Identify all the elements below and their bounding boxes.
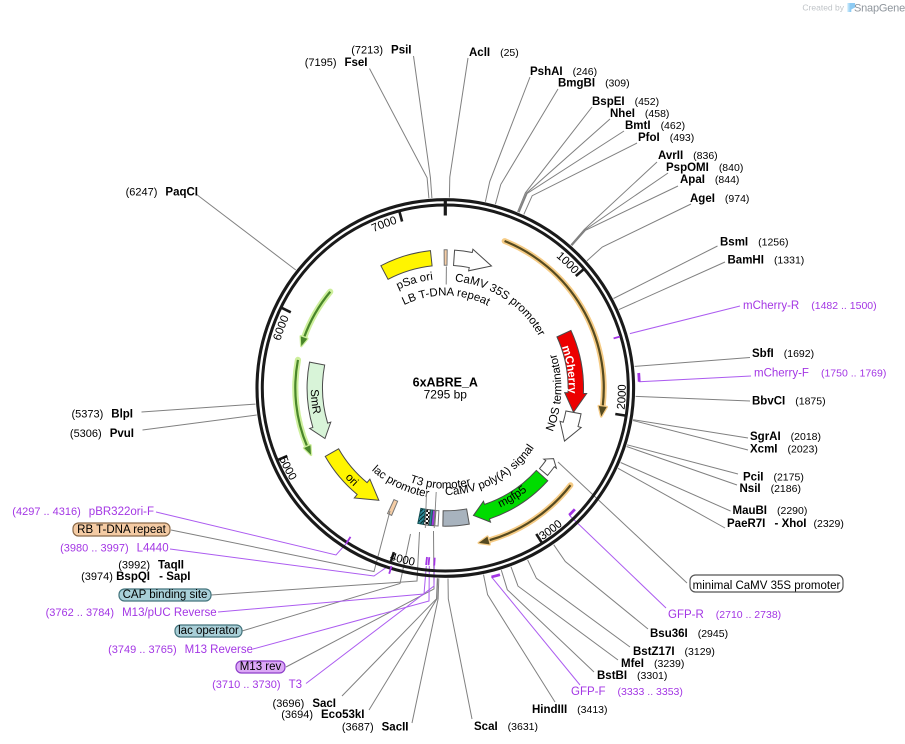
svg-text:BamHI(1331): BamHI (1331) <box>728 255 805 267</box>
svg-text:(3974) BspQI - SapI: (3974) BspQI - SapI <box>81 571 190 583</box>
svg-text:BspEI(452): BspEI (452) <box>592 96 659 108</box>
svg-text:NsiI(2186): NsiI (2186) <box>740 483 801 495</box>
svg-text:NheI(458): NheI (458) <box>610 108 669 120</box>
svg-text:PaeR7I - XhoI(2329): PaeR7I - XhoI (2329) <box>727 518 844 530</box>
svg-text:(3992)TaqII: (3992) TaqII <box>118 560 184 572</box>
svg-text:MauBI(2290): MauBI (2290) <box>733 505 808 517</box>
svg-text:2000: 2000 <box>616 384 629 410</box>
svg-text:mCherry-F(1750 .. 1769): mCherry-F (1750 .. 1769) <box>754 368 886 380</box>
svg-text:GFP-F(3333 .. 3353): GFP-F (3333 .. 3353) <box>571 686 683 698</box>
svg-text:(5306)PvuI: (5306) PvuI <box>70 428 134 440</box>
svg-text:(4297 .. 4316)pBR322ori-F: (4297 .. 4316) pBR322ori-F <box>12 506 154 518</box>
svg-text:(3749 .. 3765)M13 Reverse: (3749 .. 3765) M13 Reverse <box>108 644 253 656</box>
svg-text:6xABRE_A: 6xABRE_A <box>413 376 478 390</box>
svg-text:Created by: Created by <box>802 3 844 13</box>
svg-text:mCherry-R(1482 .. 1500): mCherry-R (1482 .. 1500) <box>743 300 877 312</box>
svg-text:(3710 .. 3730)T3: (3710 .. 3730) T3 <box>212 679 302 691</box>
svg-text:LB T-DNA repeat: LB T-DNA repeat <box>400 286 492 308</box>
svg-text:Bsu36I(2945): Bsu36I (2945) <box>650 628 728 640</box>
svg-text:PfoI(493): PfoI (493) <box>638 132 694 144</box>
svg-text:RB T-DNA repeat: RB T-DNA repeat <box>77 524 166 536</box>
svg-text:(5373)BlpI: (5373) BlpI <box>71 409 133 421</box>
svg-text:PshAI(246): PshAI (246) <box>530 66 597 78</box>
svg-text:(3687)SacII: (3687) SacII <box>342 722 409 734</box>
svg-text:BstBI(3301): BstBI (3301) <box>597 670 667 682</box>
svg-text:BbvCI(1875): BbvCI (1875) <box>752 396 826 408</box>
svg-text:(3694)Eco53kI: (3694) Eco53kI <box>281 709 364 721</box>
svg-text:(7213)PsiI: (7213) PsiI <box>351 45 411 57</box>
svg-text:(3980 .. 3997)L4440: (3980 .. 3997) L4440 <box>60 543 168 555</box>
svg-text:(3696)SacI: (3696) SacI <box>273 698 336 710</box>
svg-text:SmR: SmR <box>308 389 323 415</box>
svg-text:(3762 .. 3784)M13/pUC Reverse: (3762 .. 3784) M13/pUC Reverse <box>46 607 217 619</box>
svg-text:M13 rev: M13 rev <box>240 661 282 673</box>
svg-text:MfeI(3239): MfeI (3239) <box>621 658 684 670</box>
svg-text:7295 bp: 7295 bp <box>424 388 468 402</box>
svg-text:PspOMI(840): PspOMI (840) <box>666 162 743 174</box>
svg-text:BsmI(1256): BsmI (1256) <box>720 237 788 249</box>
svg-text:minimal CaMV 35S promoter: minimal CaMV 35S promoter <box>693 580 841 592</box>
svg-text:AgeI(974): AgeI (974) <box>690 193 749 205</box>
svg-text:(6247)PaqCI: (6247) PaqCI <box>126 187 198 199</box>
svg-text:AclI(25): AclI (25) <box>469 47 519 59</box>
svg-text:BmgBI(309): BmgBI (309) <box>558 78 630 90</box>
svg-text:XcmI(2023): XcmI (2023) <box>750 444 818 456</box>
svg-text:PciI(2175): PciI (2175) <box>743 472 804 484</box>
svg-text:AvrII(836): AvrII (836) <box>658 150 718 162</box>
svg-text:CaMV 35S promoter: CaMV 35S promoter <box>454 272 547 338</box>
svg-text:(7195)FseI: (7195) FseI <box>305 57 368 69</box>
svg-text:SbfI(1692): SbfI (1692) <box>752 348 814 360</box>
svg-text:NOS terminator: NOS terminator <box>544 353 564 433</box>
svg-text:4000: 4000 <box>388 551 415 569</box>
svg-text:lac operator: lac operator <box>178 625 239 637</box>
svg-text:ApaI(844): ApaI (844) <box>680 174 739 186</box>
svg-text:SgrAI(2018): SgrAI (2018) <box>750 431 821 443</box>
svg-text:SnapGene: SnapGene <box>854 3 905 15</box>
svg-text:HindIII(3413): HindIII (3413) <box>532 704 608 716</box>
svg-text:BmtI(462): BmtI (462) <box>625 120 685 132</box>
svg-text:CAP binding site: CAP binding site <box>123 589 208 601</box>
svg-text:GFP-R(2710 .. 2738): GFP-R (2710 .. 2738) <box>668 609 781 621</box>
svg-text:BstZ17I(3129): BstZ17I (3129) <box>633 646 715 658</box>
svg-text:7000: 7000 <box>370 215 398 235</box>
svg-text:ScaI(3631): ScaI (3631) <box>474 721 538 733</box>
